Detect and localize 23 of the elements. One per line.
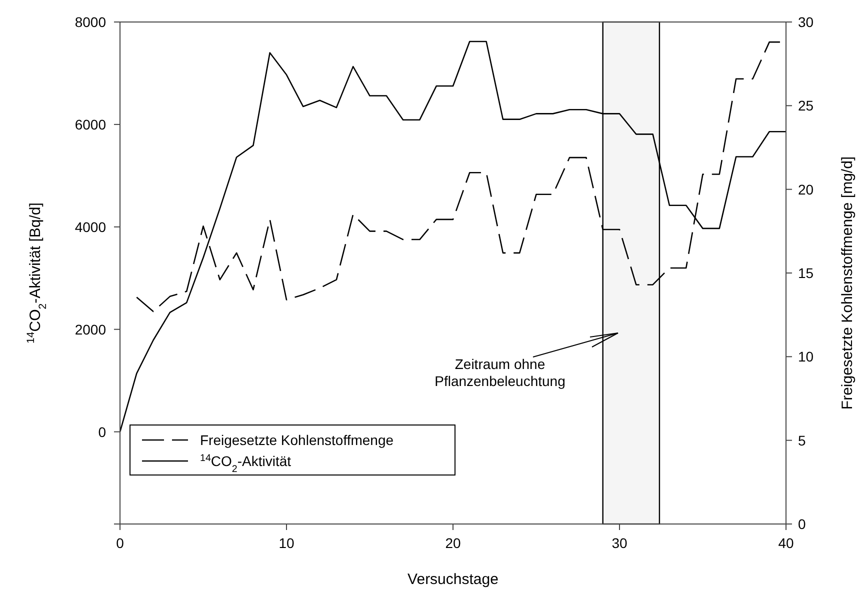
y-tick-label: 6000 [74, 116, 106, 132]
y-tick-label: 0 [98, 424, 106, 440]
line-series [119, 40, 787, 432]
legend-label: Freigesetzte Kohlenstoffmenge [200, 432, 394, 448]
y2-tick-label: 20 [798, 181, 814, 198]
x-tick-label: 40 [778, 535, 794, 551]
x-tick-label: 20 [445, 535, 461, 551]
y2-tick-label: 15 [798, 265, 814, 281]
y-tick-label: 2000 [74, 321, 106, 338]
y2-axis-title: Freigesetzte Kohlenstoffmenge [mg/d] [839, 156, 856, 410]
y-tick-label: 8000 [74, 14, 106, 30]
y2-tick-label: 10 [798, 348, 814, 365]
y-tick-label: 4000 [74, 218, 106, 235]
y2-tick-label: 25 [798, 98, 814, 114]
x-tick-label: 10 [278, 535, 294, 551]
x-tick-label: 30 [612, 535, 628, 551]
y2-tick-label: 0 [798, 516, 806, 532]
x-axis-title: Versuchstage [408, 571, 498, 588]
y2-tick-label: 30 [798, 14, 814, 30]
x-tick-label: 0 [116, 535, 124, 551]
annotation: Zeitraum ohne Pflanzenbeleuchtung [434, 356, 566, 389]
y2-tick-label: 5 [798, 432, 806, 448]
legend-label: $^{14}$CO$_{2}$-Aktivität [200, 452, 292, 474]
